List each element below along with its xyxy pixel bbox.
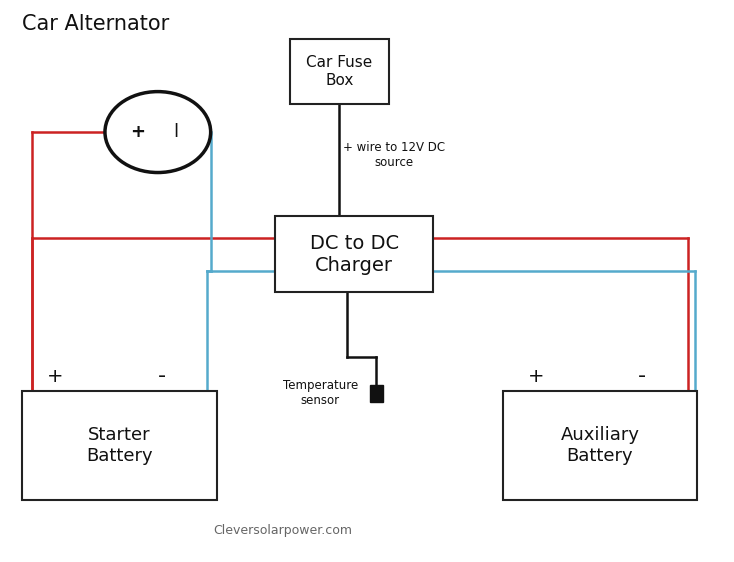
Text: +: + [47,367,63,386]
Circle shape [105,92,211,173]
Text: Starter
Battery: Starter Battery [86,426,153,465]
Text: + wire to 12V DC
source: + wire to 12V DC source [344,140,446,169]
FancyBboxPatch shape [290,39,389,104]
Text: Temperature
sensor: Temperature sensor [283,379,357,407]
Text: +: + [130,123,145,141]
FancyBboxPatch shape [369,385,383,402]
Text: Car Fuse
Box: Car Fuse Box [306,56,373,88]
Text: -: - [638,366,647,386]
FancyBboxPatch shape [503,391,697,500]
Text: -: - [157,366,166,386]
Text: DC to DC
Charger: DC to DC Charger [310,234,399,275]
FancyBboxPatch shape [22,391,217,500]
Text: l: l [174,123,178,141]
Text: +: + [528,367,544,386]
FancyBboxPatch shape [275,216,433,292]
Text: Cleversolarpower.com: Cleversolarpower.com [213,524,352,537]
Text: Car Alternator: Car Alternator [22,14,170,34]
Text: Auxiliary
Battery: Auxiliary Battery [561,426,639,465]
